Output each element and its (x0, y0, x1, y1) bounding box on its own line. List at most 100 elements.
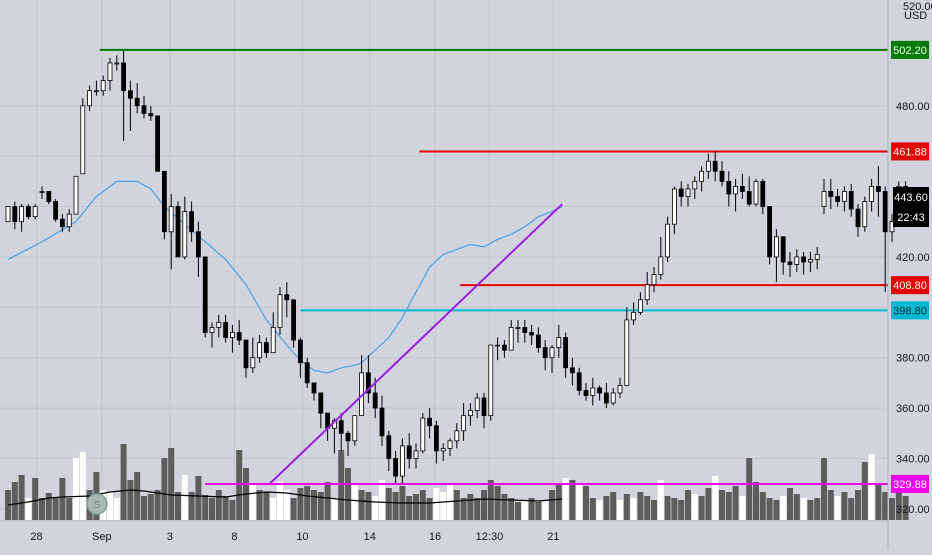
candle[interactable] (746, 176, 752, 207)
candle[interactable] (651, 267, 657, 293)
candle[interactable] (291, 299, 297, 348)
candle[interactable] (597, 385, 602, 401)
candle[interactable] (114, 55, 120, 71)
candle[interactable] (787, 251, 793, 278)
candle[interactable] (842, 186, 847, 212)
candle[interactable] (19, 204, 25, 232)
candle[interactable] (461, 403, 467, 441)
candle[interactable] (855, 204, 861, 237)
candle[interactable] (624, 307, 630, 386)
candle[interactable] (352, 415, 358, 446)
candle[interactable] (5, 206, 11, 223)
candle[interactable] (515, 319, 521, 343)
candle[interactable] (223, 314, 229, 343)
candle[interactable] (12, 201, 18, 230)
candle[interactable] (474, 392, 480, 419)
candle[interactable] (155, 115, 161, 172)
candle[interactable] (508, 319, 514, 351)
candle[interactable] (121, 50, 126, 142)
candle[interactable] (583, 382, 589, 401)
candle[interactable] (161, 170, 167, 240)
candle[interactable] (250, 337, 256, 373)
candle[interactable] (175, 201, 181, 258)
candle[interactable] (148, 105, 154, 121)
candle[interactable] (848, 183, 854, 217)
candle[interactable] (345, 430, 351, 456)
candle[interactable] (862, 196, 868, 232)
candle[interactable] (617, 377, 623, 399)
candle[interactable] (780, 236, 786, 275)
candle[interactable] (604, 382, 609, 409)
candle[interactable] (644, 272, 650, 305)
candle[interactable] (386, 430, 392, 472)
candle[interactable] (168, 193, 174, 270)
candle[interactable] (277, 287, 283, 336)
candle[interactable] (556, 324, 562, 358)
candle[interactable] (46, 191, 52, 205)
candle[interactable] (433, 420, 439, 464)
candle[interactable] (127, 80, 133, 131)
candle[interactable] (182, 196, 188, 260)
candle[interactable] (87, 85, 92, 111)
candle[interactable] (814, 246, 820, 270)
candle[interactable] (420, 413, 426, 454)
candle[interactable] (257, 335, 263, 363)
candle[interactable] (590, 377, 596, 406)
candle[interactable] (393, 450, 399, 484)
candle[interactable] (692, 176, 698, 200)
trendline[interactable] (269, 203, 563, 485)
candle[interactable] (263, 337, 269, 358)
candle[interactable] (522, 319, 528, 343)
candle[interactable] (413, 443, 419, 469)
candle[interactable] (549, 345, 555, 373)
candle[interactable] (311, 382, 317, 401)
candle[interactable] (570, 357, 575, 386)
candle[interactable] (447, 438, 453, 456)
candle[interactable] (501, 340, 507, 358)
candle[interactable] (801, 251, 806, 275)
candle[interactable] (760, 178, 766, 215)
candle[interactable] (726, 171, 732, 207)
candle[interactable] (658, 236, 664, 280)
candle[interactable] (638, 292, 643, 315)
candle[interactable] (134, 83, 140, 114)
candle[interactable] (576, 367, 582, 396)
candle[interactable] (481, 392, 487, 429)
candle[interactable] (107, 57, 113, 91)
candle[interactable] (202, 256, 208, 338)
candle[interactable] (706, 153, 711, 179)
candle[interactable] (427, 408, 433, 439)
candle[interactable] (406, 433, 412, 469)
candle[interactable] (236, 319, 242, 346)
candle[interactable] (94, 80, 99, 96)
candle[interactable] (32, 204, 38, 220)
candle[interactable] (794, 249, 800, 273)
candle[interactable] (209, 322, 215, 348)
candle[interactable] (876, 166, 881, 217)
candle[interactable] (229, 324, 235, 353)
candle[interactable] (753, 178, 759, 207)
candle[interactable] (318, 392, 324, 429)
candle[interactable] (828, 178, 834, 210)
candle[interactable] (678, 181, 684, 207)
candle[interactable] (495, 337, 501, 361)
candle[interactable] (440, 443, 446, 461)
candle[interactable] (195, 221, 201, 278)
candle[interactable] (467, 403, 473, 426)
candle[interactable] (685, 183, 691, 207)
candle-layer[interactable] (5, 50, 908, 484)
candle[interactable] (100, 75, 106, 96)
candle[interactable] (53, 199, 58, 222)
candle[interactable] (774, 229, 779, 283)
candle[interactable] (304, 357, 310, 388)
candle[interactable] (719, 161, 725, 187)
candle[interactable] (712, 151, 718, 182)
candle[interactable] (243, 339, 249, 378)
candle[interactable] (869, 178, 874, 212)
candle[interactable] (767, 206, 772, 265)
candle[interactable] (542, 340, 548, 371)
candle[interactable] (73, 175, 79, 215)
candle[interactable] (882, 186, 888, 293)
